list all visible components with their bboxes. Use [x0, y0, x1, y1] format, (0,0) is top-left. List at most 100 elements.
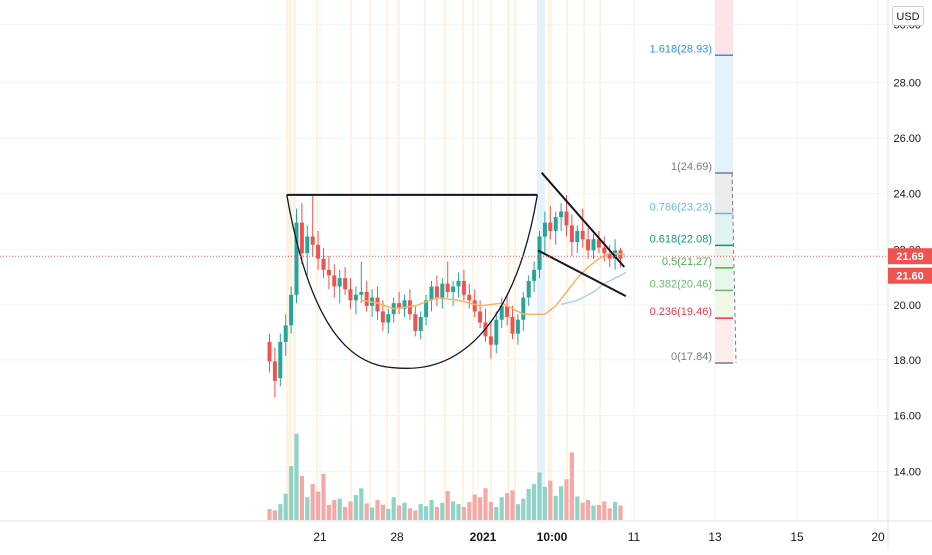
- currency-button[interactable]: USD: [892, 6, 924, 26]
- fib-level-label: 0.618(22.08): [650, 233, 712, 245]
- candle-body: [332, 275, 337, 287]
- candle-body: [278, 341, 283, 379]
- candle-body: [553, 217, 558, 231]
- candle-body: [434, 286, 439, 298]
- candle-body: [397, 303, 402, 309]
- flag-bottom-line: [537, 249, 627, 298]
- volume-bar: [467, 502, 472, 520]
- candle-body: [569, 225, 574, 243]
- volume-bar: [343, 506, 348, 520]
- price-label-bg: [888, 248, 932, 265]
- pattern-drawings: [0, 172, 888, 369]
- volume-bar: [526, 488, 531, 520]
- volume-bar: [272, 510, 277, 520]
- volume-bar: [386, 508, 391, 520]
- candle-body: [337, 278, 342, 287]
- volume-bars: [267, 433, 623, 520]
- session-band: [286, 0, 292, 520]
- candle-body: [353, 294, 358, 301]
- fib-zone: [715, 172, 733, 214]
- volume-bar: [564, 479, 569, 520]
- fib-retracement: 1.618(28.93) 1(24.69) 0.786(23.23) 0.618(22…: [650, 0, 737, 364]
- candle-body: [467, 294, 472, 301]
- volume-bar: [278, 504, 283, 520]
- price-axis: 30.0028.0026.0024.0022.0020.0018.0016.00…: [887, 0, 932, 550]
- price-tick-label: 14.00: [893, 466, 921, 478]
- candle-body: [596, 239, 601, 248]
- candle-body: [418, 316, 423, 331]
- volume-bar: [267, 508, 272, 520]
- volume-bar: [607, 508, 612, 520]
- candle-body: [413, 314, 418, 331]
- volume-bar: [294, 433, 299, 520]
- candle-body: [478, 311, 483, 323]
- time-tick-label: 28: [390, 530, 404, 544]
- candle-body: [548, 222, 553, 231]
- candle-body: [591, 239, 596, 251]
- volume-bar: [434, 506, 439, 520]
- candle-body: [456, 280, 461, 287]
- candle-body: [488, 336, 493, 345]
- candle-body: [380, 311, 385, 323]
- fib-level-label: 0.786(23.23): [650, 201, 712, 213]
- volume-bar: [402, 502, 407, 520]
- candle-body: [402, 300, 407, 309]
- price-label-bg: [888, 267, 932, 284]
- price-tick-label: 16.00: [893, 411, 921, 423]
- session-band: [424, 0, 426, 520]
- price-label: 21.69: [896, 251, 924, 263]
- volume-bar: [575, 496, 580, 520]
- volume-bar: [316, 491, 321, 520]
- volume-bar: [305, 497, 310, 520]
- price-tick-label: 24.00: [893, 189, 921, 201]
- volume-bar: [332, 499, 337, 520]
- candle-body: [316, 244, 321, 259]
- candle-body: [532, 269, 537, 281]
- price-label: 21.60: [896, 271, 924, 283]
- fib-level-label: 1(24.69): [671, 161, 712, 173]
- candle-body: [445, 283, 450, 292]
- candle-body: [461, 280, 466, 295]
- time-axis: 21 28 2021 10:00 11 13 15 20: [0, 520, 932, 544]
- volume-bar: [488, 502, 493, 520]
- session-band: [599, 0, 601, 520]
- volume-bar: [548, 480, 553, 520]
- volume-bar: [515, 504, 520, 520]
- volume-bar: [326, 504, 331, 520]
- session-band: [350, 0, 352, 520]
- volume-bar: [391, 497, 396, 520]
- volume-bar: [461, 506, 466, 520]
- time-tick-label: 15: [790, 530, 804, 544]
- volume-bar: [283, 493, 288, 520]
- volume-bar: [586, 499, 591, 520]
- time-tick-label: 21: [313, 530, 327, 544]
- volume-bar: [499, 497, 504, 520]
- candle-body: [580, 230, 585, 240]
- price-tick-label: 18.00: [893, 355, 921, 367]
- session-band: [444, 0, 446, 520]
- fib-zone: [715, 55, 733, 173]
- fib-zone: [715, 318, 733, 364]
- candle-body: [613, 250, 618, 259]
- candle-body: [386, 314, 391, 323]
- volume-bar: [613, 502, 618, 520]
- volume-bar: [456, 504, 461, 520]
- fib-trendline: [731, 172, 737, 364]
- candle-body: [494, 319, 499, 345]
- session-bands: [286, 0, 601, 520]
- time-tick-label: 11: [628, 530, 641, 544]
- volume-bar: [478, 497, 483, 520]
- session-band: [386, 0, 388, 520]
- fib-zone: [715, 290, 733, 319]
- cup-curve: [286, 194, 538, 369]
- volume-bar: [299, 475, 304, 520]
- candle-body: [575, 230, 580, 243]
- volume-bar: [602, 501, 607, 520]
- ma-blue-line: [560, 271, 627, 306]
- ma-orange-line: [361, 252, 625, 315]
- session-band: [316, 0, 318, 520]
- fib-level-label: 0.236(19.46): [650, 306, 712, 318]
- volume-bar: [451, 501, 456, 520]
